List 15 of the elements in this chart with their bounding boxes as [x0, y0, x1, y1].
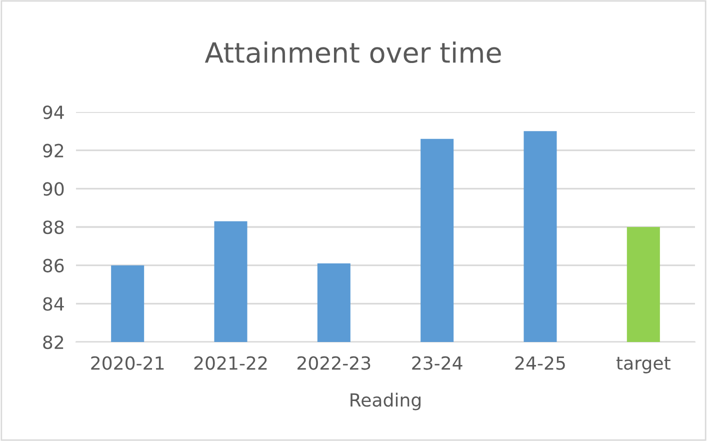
y-tick-label: 84: [43, 297, 64, 311]
y-tick-label: 82: [43, 335, 64, 350]
x-tick-label: 2022-23: [298, 356, 370, 370]
y-tick-label: 88: [43, 220, 64, 234]
x-axis-title: Reading: [350, 392, 420, 410]
y-tick-label: 86: [43, 258, 64, 272]
y-tick-label: 90: [43, 182, 64, 196]
x-tick-label: 24-25: [515, 356, 565, 370]
y-tick-label: 92: [43, 144, 64, 158]
x-tick-label: 23-24: [412, 356, 462, 370]
x-tick-label: target: [616, 356, 670, 374]
chart-title: Attainment over time: [204, 42, 501, 64]
x-tick-label: 2021-22: [194, 356, 267, 370]
x-tick-label: 2020-21: [91, 356, 164, 370]
y-tick-label: 94: [43, 105, 64, 120]
